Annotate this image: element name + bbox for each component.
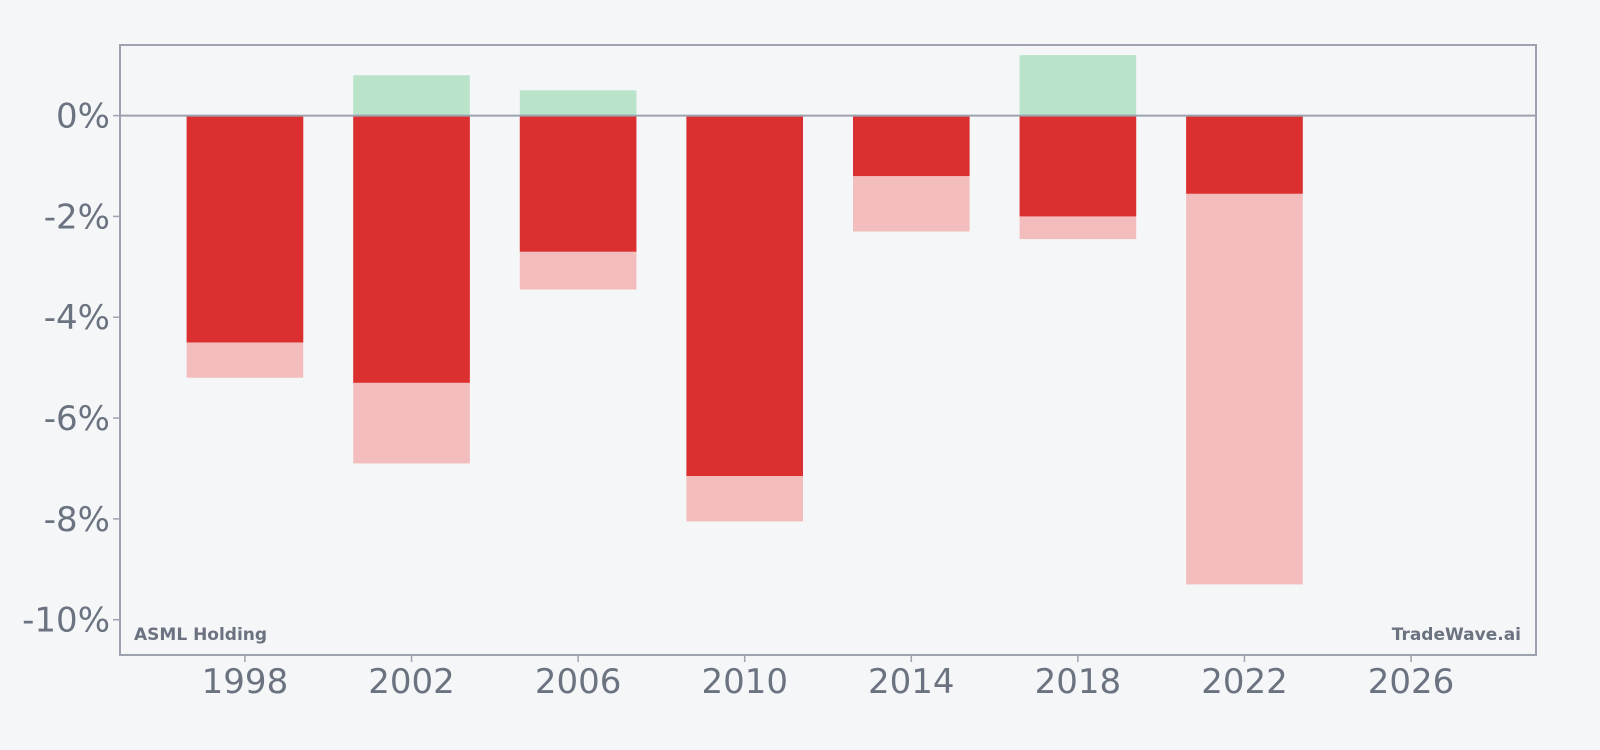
x-tick-label-2002: 2002 [368, 662, 455, 702]
x-tick-label-2014: 2014 [868, 662, 955, 702]
bar-up-2002 [353, 75, 470, 116]
x-tick-label-2006: 2006 [535, 662, 622, 702]
y-tick-label--4: -4% [44, 298, 110, 338]
x-tick-label-1998: 1998 [202, 662, 289, 702]
x-tick-label-2026: 2026 [1368, 662, 1455, 702]
bars-layer [186, 55, 1303, 585]
x-axis: 1998 2002 2006 2010 2014 2018 2022 2026 [202, 655, 1455, 702]
bar-down-1998 [186, 115, 304, 343]
company-label: ASML Holding [134, 625, 267, 645]
y-tick-label--8: -8% [44, 500, 110, 540]
bar-up-2006 [519, 90, 637, 116]
bar-down-2018 [1019, 115, 1137, 217]
x-tick-label-2022: 2022 [1201, 662, 1288, 702]
plot-frame [119, 44, 1537, 656]
bar-down-2022 [1186, 115, 1303, 194]
bar-down-2006 [519, 115, 637, 252]
bar-down-2014 [852, 115, 970, 177]
x-tick-label-2018: 2018 [1035, 662, 1122, 702]
x-tick-label-2010: 2010 [701, 662, 788, 702]
y-tick-label--6: -6% [44, 399, 110, 439]
bar-down-2010 [686, 115, 804, 477]
y-axis: 0% -2% -4% -6% -8% -10% [22, 97, 120, 641]
y-tick-label--2: -2% [44, 197, 110, 237]
y-tick-label-0: 0% [56, 97, 110, 137]
bar-down-2002 [353, 115, 470, 383]
y-tick-label--10: -10% [22, 601, 110, 641]
bar-up-2018 [1019, 55, 1137, 116]
brand-watermark: TradeWave.ai [1392, 625, 1521, 645]
